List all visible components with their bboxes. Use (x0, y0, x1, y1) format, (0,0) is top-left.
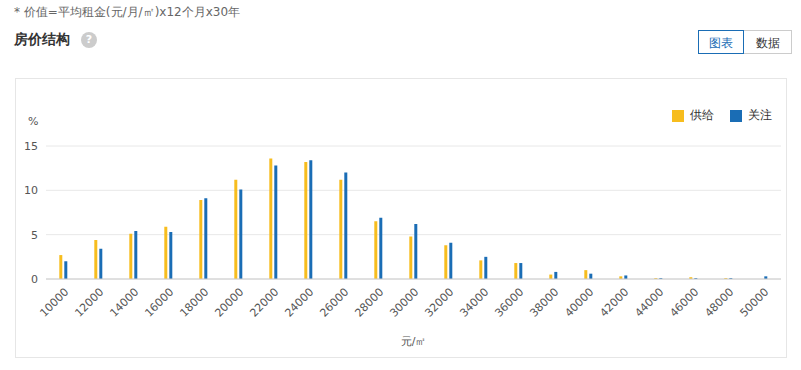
svg-text:24000: 24000 (282, 286, 316, 320)
html-text:图表: 图表 (709, 36, 733, 50)
svg-text:5: 5 (31, 229, 38, 242)
html-text:* 价值=平均租金(元/月/㎡)x12个月x30年: * 价值=平均租金(元/月/㎡)x12个月x30年 (14, 5, 241, 19)
svg-text:48000: 48000 (702, 286, 736, 320)
svg-text:44000: 44000 (632, 286, 666, 320)
svg-text:15: 15 (24, 140, 38, 153)
svg-text:元/㎡: 元/㎡ (401, 335, 427, 348)
svg-text:34000: 34000 (457, 286, 491, 320)
svg-text:12000: 12000 (72, 286, 106, 320)
svg-text:20000: 20000 (212, 286, 246, 320)
svg-text:40000: 40000 (562, 286, 596, 320)
html-text:数据: 数据 (755, 36, 780, 50)
html-text:关注: 关注 (748, 108, 772, 122)
svg-text:10000: 10000 (37, 286, 71, 320)
svg-text:16000: 16000 (142, 286, 176, 320)
svg-text:42000: 42000 (597, 286, 631, 320)
html-text:房价结构: 房价结构 (14, 31, 70, 47)
svg-text:30000: 30000 (387, 286, 421, 320)
svg-text:28000: 28000 (352, 286, 386, 320)
svg-text:18000: 18000 (177, 286, 211, 320)
svg-text:22000: 22000 (247, 286, 281, 320)
svg-text:46000: 46000 (667, 286, 701, 320)
svg-text:50000: 50000 (737, 286, 771, 320)
html-text:供给: 供给 (690, 108, 714, 122)
svg-text:36000: 36000 (492, 286, 526, 320)
svg-text:10: 10 (24, 184, 38, 197)
svg-text:26000: 26000 (317, 286, 351, 320)
svg-text:32000: 32000 (422, 286, 456, 320)
svg-text:38000: 38000 (527, 286, 561, 320)
svg-text:0: 0 (31, 273, 38, 286)
svg-text:14000: 14000 (107, 286, 141, 320)
